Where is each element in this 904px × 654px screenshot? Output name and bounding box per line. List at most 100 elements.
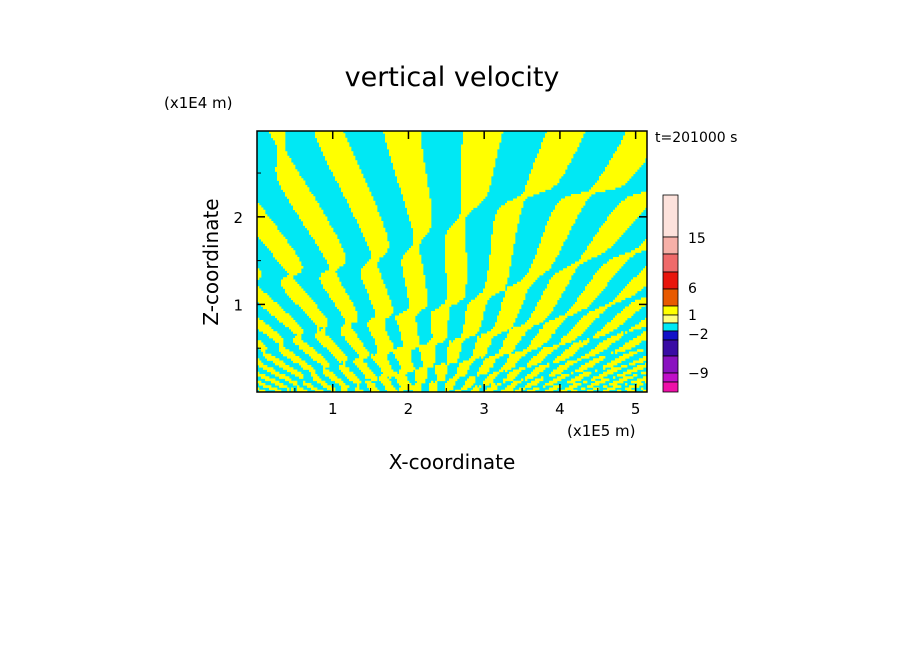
- field-contour-cell: [291, 317, 294, 332]
- field-contour-cell: [323, 272, 326, 289]
- field-contour-cell: [453, 340, 456, 364]
- field-contour-cell: [293, 279, 296, 303]
- field-contour-cell: [287, 243, 290, 274]
- field-contour-cell: [565, 313, 568, 319]
- field-contour-cell: [631, 131, 634, 177]
- field-contour-cell: [349, 299, 352, 346]
- field-contour-cell: [535, 367, 538, 377]
- field-contour-cell: [537, 248, 540, 278]
- field-contour-cell: [611, 302, 614, 305]
- field-contour-cell: [619, 378, 622, 384]
- colorbar-label: 1: [688, 308, 697, 324]
- field-contour-cell: [287, 275, 290, 296]
- field-contour-cell: [297, 371, 300, 377]
- field-contour-cell: [557, 385, 560, 388]
- field-contour-cell: [421, 149, 424, 240]
- field-contour-cell: [535, 254, 538, 280]
- field-contour-cell: [529, 374, 532, 379]
- field-contour-cell: [601, 342, 604, 352]
- field-contour-cell: [641, 333, 644, 341]
- field-contour-cell: [595, 182, 598, 193]
- field-contour-cell: [537, 153, 540, 195]
- field-contour-cell: [611, 335, 614, 343]
- field-contour-cell: [575, 261, 578, 269]
- field-contour-cell: [637, 365, 640, 370]
- field-contour-cell: [359, 169, 362, 229]
- field-contour-cell: [641, 243, 644, 251]
- field-contour-cell: [469, 358, 472, 366]
- field-contour-cell: [383, 131, 386, 134]
- field-contour-cell: [585, 371, 588, 377]
- field-contour-cell: [603, 306, 606, 312]
- field-contour-cell: [343, 288, 346, 319]
- field-contour-cell: [489, 374, 492, 384]
- field-contour-cell: [401, 259, 404, 267]
- field-contour-cell: [559, 376, 562, 382]
- field-contour-cell: [281, 360, 284, 368]
- field-contour-cell: [259, 374, 262, 377]
- field-contour-cell: [321, 329, 324, 346]
- field-contour-cell: [305, 389, 308, 393]
- field-contour-cell: [351, 302, 354, 323]
- field-contour-cell: [537, 367, 540, 375]
- field-contour-cell: [459, 214, 462, 301]
- field-contour-cell: [525, 349, 528, 355]
- field-contour-cell: [523, 191, 526, 202]
- field-contour-cell: [613, 335, 616, 343]
- field-contour-cell: [269, 367, 272, 373]
- field-contour-cell: [635, 324, 638, 330]
- field-contour-cell: [479, 131, 482, 204]
- field-contour-cell: [501, 389, 504, 393]
- field-contour-cell: [625, 342, 628, 350]
- field-contour-cell: [473, 387, 476, 393]
- field-contour-cell: [517, 369, 520, 375]
- field-contour-cell: [611, 212, 614, 247]
- field-contour-cell: [299, 371, 302, 379]
- field-contour-cell: [637, 194, 640, 217]
- field-contour-cell: [361, 173, 364, 233]
- field-contour-cell: [599, 356, 602, 361]
- field-contour-cell: [563, 389, 566, 393]
- field-contour-cell: [625, 252, 628, 262]
- field-contour-cell: [261, 290, 264, 307]
- field-contour-cell: [439, 365, 442, 382]
- field-contour-cell: [571, 131, 574, 159]
- field-contour-cell: [615, 257, 618, 274]
- field-contour-cell: [339, 365, 342, 370]
- field-contour-cell: [567, 374, 570, 377]
- field-contour-cell: [555, 378, 558, 384]
- field-contour-cell: [565, 387, 568, 393]
- field-contour-cell: [349, 146, 352, 208]
- field-contour-cell: [329, 371, 332, 379]
- field-contour-cell: [315, 387, 318, 393]
- colorbar-label: −9: [688, 366, 709, 382]
- field-contour-cell: [407, 308, 410, 373]
- field-contour-cell: [573, 304, 576, 314]
- field-contour-cell: [297, 356, 300, 364]
- field-contour-cell: [267, 385, 270, 388]
- field-contour-cell: [355, 358, 358, 366]
- field-contour-cell: [329, 131, 332, 170]
- field-contour-cell: [581, 293, 584, 310]
- y-axis: 12: [233, 172, 647, 349]
- field-contour-cell: [641, 270, 644, 289]
- field-contour-cell: [557, 203, 560, 256]
- field-contour-cell: [311, 385, 314, 391]
- field-contour-cell: [335, 234, 338, 271]
- field-contour-cell: [461, 333, 464, 343]
- field-contour-cell: [599, 227, 602, 256]
- x-tick-label: 4: [555, 400, 565, 418]
- field-contour-cell: [275, 225, 278, 260]
- field-contour-cell: [317, 203, 320, 247]
- field-contour-cell: [479, 367, 482, 375]
- field-contour-cell: [499, 311, 502, 334]
- field-contour-cell: [577, 322, 580, 337]
- field-contour-cell: [361, 389, 364, 393]
- field-contour-cell: [551, 347, 554, 352]
- field-contour-cell: [273, 356, 276, 364]
- field-contour-cell: [289, 351, 292, 359]
- field-contour-cell: [513, 198, 516, 244]
- field-contour-cell: [505, 378, 508, 382]
- field-contour-cell: [495, 353, 498, 359]
- field-contour-cell: [411, 385, 414, 391]
